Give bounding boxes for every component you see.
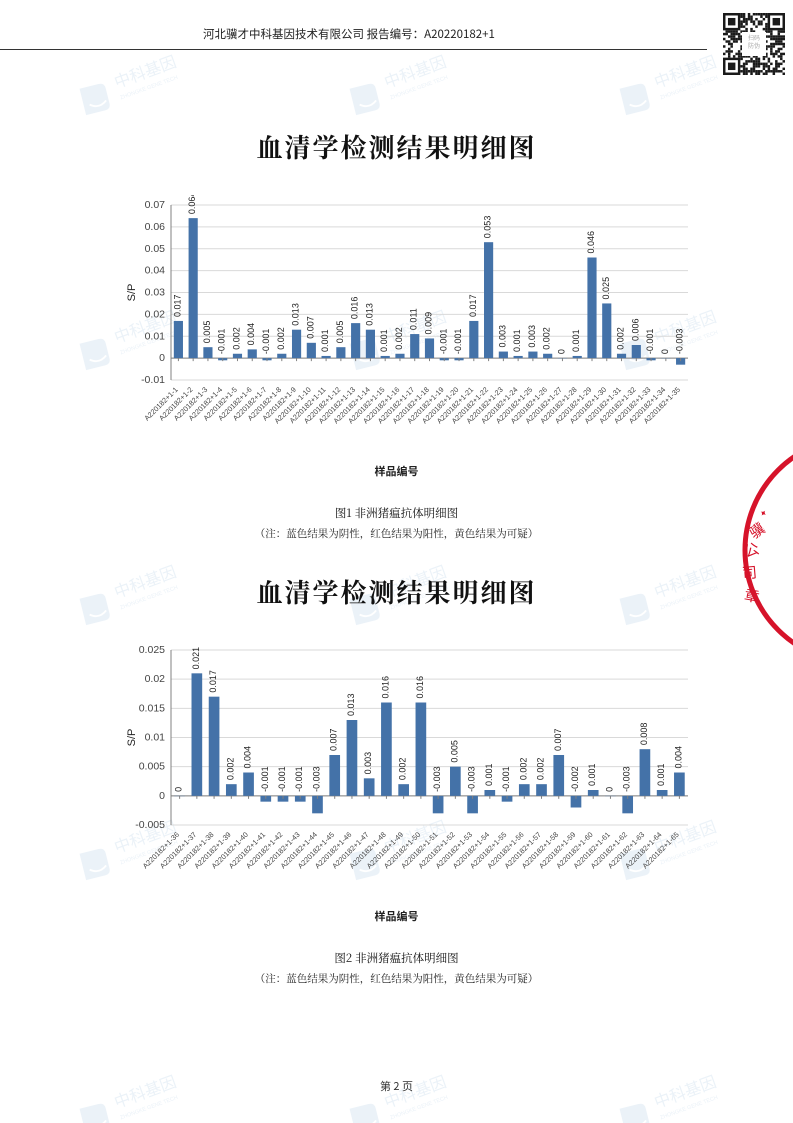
svg-text:0.002: 0.002 [231,327,241,350]
svg-text:-0.001: -0.001 [501,766,511,792]
svg-text:-0.003: -0.003 [675,329,685,355]
svg-text:0.013: 0.013 [346,693,356,716]
svg-text:0.001: 0.001 [512,329,522,352]
svg-text:0.016: 0.016 [380,676,390,699]
svg-text:0.002: 0.002 [616,327,626,350]
svg-text:0.004: 0.004 [673,746,683,769]
svg-text:0.007: 0.007 [553,728,563,751]
svg-text:-0.005: -0.005 [135,819,165,831]
svg-text:0.002: 0.002 [394,327,404,350]
svg-text:-0.003: -0.003 [467,766,477,792]
svg-text:0.053: 0.053 [483,216,493,239]
svg-text:0.008: 0.008 [639,723,649,746]
svg-text:0.003: 0.003 [497,325,507,348]
svg-text:0.007: 0.007 [329,728,339,751]
svg-text:0.005: 0.005 [202,321,212,344]
svg-text:0.002: 0.002 [398,758,408,781]
svg-text:-0.001: -0.001 [277,766,287,792]
svg-text:0: 0 [159,352,165,364]
svg-text:0.002: 0.002 [518,758,528,781]
svg-text:-0.01: -0.01 [141,374,165,386]
svg-text:0.017: 0.017 [468,294,478,317]
svg-text:0: 0 [174,787,184,792]
svg-text:防伪: 防伪 [748,41,760,50]
svg-text:0.007: 0.007 [305,316,315,339]
svg-text:0.005: 0.005 [449,740,459,763]
svg-text:0.013: 0.013 [291,303,301,326]
svg-text:S/P: S/P [126,729,138,747]
svg-text:0: 0 [604,787,614,792]
svg-text:0.001: 0.001 [571,329,581,352]
svg-text:0.001: 0.001 [320,329,330,352]
svg-text:0.002: 0.002 [225,758,235,781]
svg-text:0: 0 [660,349,670,354]
svg-text:-0.002: -0.002 [570,766,580,792]
svg-text:0.025: 0.025 [139,644,165,656]
svg-text:0.005: 0.005 [139,761,165,773]
svg-text:0.03: 0.03 [145,287,166,299]
svg-text:0: 0 [556,349,566,354]
svg-text:0.01: 0.01 [145,330,166,342]
svg-text:-0.001: -0.001 [217,329,227,355]
svg-text:0.001: 0.001 [379,329,389,352]
svg-text:0.07: 0.07 [145,199,166,211]
svg-text:0.001: 0.001 [656,763,666,786]
svg-text:0.009: 0.009 [424,312,434,335]
svg-text:0.003: 0.003 [527,325,537,348]
svg-text:0.06: 0.06 [145,221,166,233]
svg-text:-0.001: -0.001 [261,329,271,355]
svg-text:0.05: 0.05 [145,243,166,255]
svg-text:-0.001: -0.001 [645,329,655,355]
svg-text:公: 公 [741,537,762,562]
svg-text:0.02: 0.02 [145,308,166,320]
svg-text:0.002: 0.002 [536,758,546,781]
svg-text:0.016: 0.016 [350,297,360,320]
svg-text:0.002: 0.002 [542,327,552,350]
svg-text:-0.003: -0.003 [432,766,442,792]
svg-text:0.002: 0.002 [276,327,286,350]
svg-text:0.004: 0.004 [246,323,256,346]
svg-text:0.046: 0.046 [586,231,596,254]
svg-text:0.003: 0.003 [363,752,373,775]
svg-text:0.011: 0.011 [409,308,419,330]
svg-text:0.004: 0.004 [243,746,253,769]
svg-text:0.001: 0.001 [484,763,494,786]
svg-text:0.005: 0.005 [335,321,345,344]
svg-text:0.013: 0.013 [364,303,374,326]
svg-text:0.015: 0.015 [139,702,165,714]
svg-text:0.001: 0.001 [587,763,597,786]
svg-text:0.01: 0.01 [145,732,166,744]
svg-text:0.017: 0.017 [208,670,218,693]
svg-text:0.04: 0.04 [145,265,166,277]
svg-text:0.064: 0.064 [187,195,197,214]
svg-text:S/P: S/P [126,284,138,302]
svg-text:0: 0 [159,790,165,802]
svg-text:-0.001: -0.001 [294,766,304,792]
svg-text:0.006: 0.006 [630,318,640,341]
svg-text:-0.003: -0.003 [622,766,632,792]
svg-text:-0.003: -0.003 [311,766,321,792]
svg-text:-0.001: -0.001 [453,329,463,355]
svg-text:0.021: 0.021 [191,647,201,670]
svg-text:0.017: 0.017 [172,294,182,317]
svg-text:0.02: 0.02 [145,673,166,685]
svg-text:-0.001: -0.001 [260,766,270,792]
svg-text:0.025: 0.025 [601,277,611,300]
svg-text:-0.001: -0.001 [438,329,448,355]
svg-text:0.016: 0.016 [415,676,425,699]
